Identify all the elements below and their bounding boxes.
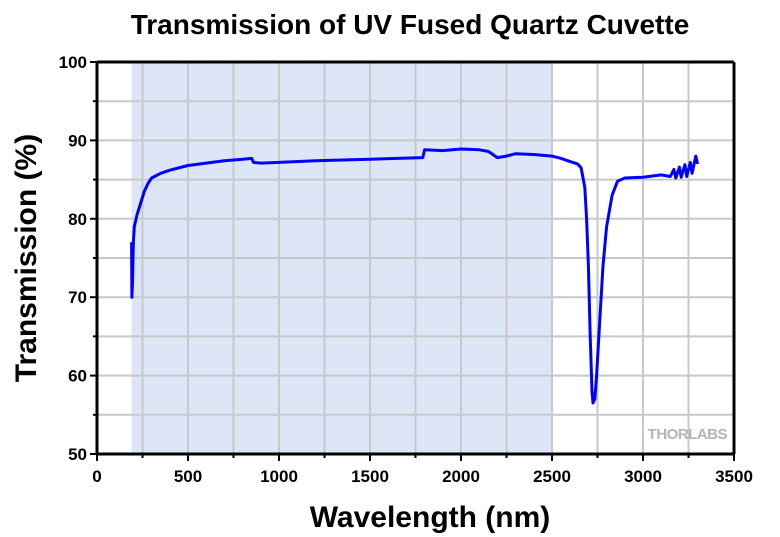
chart-title: Transmission of UV Fused Quartz Cuvette xyxy=(131,9,690,40)
y-tick-label: 50 xyxy=(68,445,87,464)
x-tick-label: 500 xyxy=(174,467,202,486)
y-tick-label: 90 xyxy=(68,131,87,150)
thorlabs-watermark: THORLABS xyxy=(648,426,728,443)
y-tick-label: 60 xyxy=(68,367,87,386)
x-axis-label: Wavelength (nm) xyxy=(310,501,551,534)
y-tick-label: 70 xyxy=(68,288,87,307)
x-tick-label: 0 xyxy=(92,467,101,486)
x-tick-labels: 0 500 1000 1500 2000 2500 3000 3500 xyxy=(92,467,753,486)
axes xyxy=(90,60,736,461)
grid xyxy=(97,62,734,454)
y-tick-label: 80 xyxy=(68,210,87,229)
x-tick-label: 3500 xyxy=(715,467,753,486)
y-tick-label: 100 xyxy=(59,53,87,72)
x-tick-label: 2000 xyxy=(442,467,480,486)
y-axis-label: Transmission (%) xyxy=(10,134,43,382)
y-tick-labels: 50 60 70 80 90 100 xyxy=(59,53,87,464)
x-tick-label: 2500 xyxy=(533,467,571,486)
x-tick-label: 1500 xyxy=(351,467,389,486)
x-tick-label: 1000 xyxy=(260,467,298,486)
series-line xyxy=(130,147,700,405)
x-tick-label: 3000 xyxy=(624,467,662,486)
